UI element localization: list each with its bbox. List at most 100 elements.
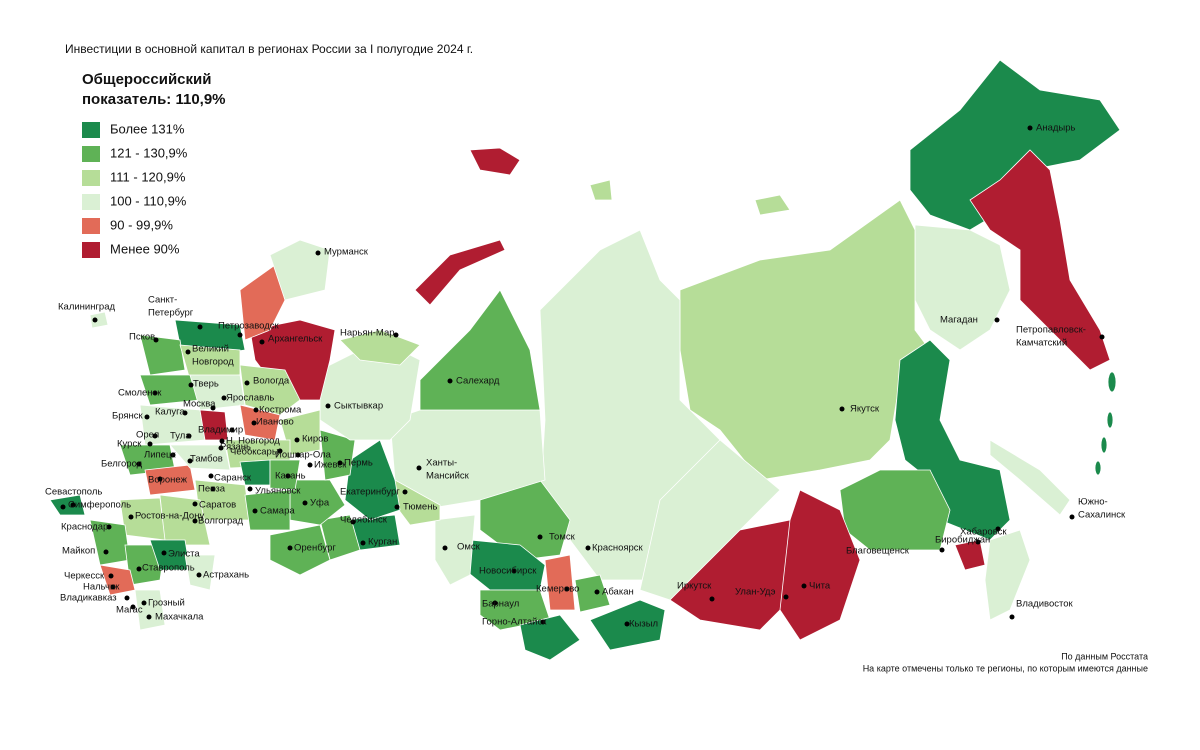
city-dot bbox=[537, 534, 543, 540]
map-title: Инвестиции в основной капитал в регионах… bbox=[65, 42, 473, 56]
regions bbox=[49, 59, 1121, 661]
city-dot bbox=[594, 589, 600, 595]
city-dot bbox=[103, 549, 109, 555]
legend-swatch bbox=[82, 218, 100, 234]
city-label: Ростов-на-Дону bbox=[135, 511, 204, 522]
cities: Анадырь Мурманск Калининград Санкт- Петербур… bbox=[45, 123, 1126, 630]
city-dot bbox=[92, 317, 98, 323]
region bbox=[139, 334, 186, 376]
region bbox=[754, 194, 791, 216]
city-label: Якутск bbox=[850, 404, 880, 415]
city-dot bbox=[185, 349, 191, 355]
city-label: Благовещенск bbox=[846, 546, 910, 557]
city-dot bbox=[416, 465, 422, 471]
city-label: Рязань bbox=[220, 442, 251, 453]
city-label: Калининград bbox=[58, 302, 115, 313]
city-label: Смоленск bbox=[118, 388, 162, 399]
city-label: Омск bbox=[457, 542, 481, 553]
region bbox=[239, 264, 286, 341]
city-dot bbox=[152, 390, 158, 396]
city-dot bbox=[307, 462, 313, 468]
region bbox=[189, 374, 246, 411]
region bbox=[1100, 436, 1108, 454]
region bbox=[914, 224, 1011, 351]
city-dot bbox=[124, 595, 130, 601]
region bbox=[244, 489, 291, 531]
city-dot bbox=[1069, 514, 1075, 520]
city-dot bbox=[192, 501, 198, 507]
city-dot bbox=[360, 540, 366, 546]
city-dot bbox=[540, 619, 546, 625]
city-dot bbox=[244, 380, 250, 386]
footnote: По данным Росстата bbox=[1061, 651, 1148, 661]
city-label: Магадан bbox=[940, 315, 978, 326]
city-label: Иваново bbox=[256, 417, 294, 428]
city-label: Брянск bbox=[112, 411, 144, 422]
city-label: Краснодар bbox=[61, 522, 108, 533]
city-dot bbox=[106, 524, 112, 530]
city-dot bbox=[259, 339, 265, 345]
summary: показатель: 110,9% bbox=[82, 91, 226, 108]
city-label: Псков bbox=[129, 332, 155, 343]
city-label: Салехард bbox=[456, 376, 500, 387]
region bbox=[969, 149, 1111, 371]
city-dot bbox=[188, 382, 194, 388]
region bbox=[469, 147, 521, 176]
city-dot bbox=[130, 604, 136, 610]
city-label: Ставрополь bbox=[142, 563, 195, 574]
region bbox=[679, 199, 931, 481]
region bbox=[269, 239, 331, 301]
city-dot bbox=[975, 539, 981, 545]
city-label: Мансийск bbox=[426, 471, 470, 482]
region bbox=[1094, 460, 1102, 476]
region bbox=[839, 469, 951, 551]
city-label: Сахалинск bbox=[1078, 510, 1126, 521]
city-dot bbox=[994, 317, 1000, 323]
legend-label: Менее 90% bbox=[110, 241, 180, 256]
legend-swatch bbox=[82, 146, 100, 162]
city-label: Екатеринбург bbox=[340, 487, 400, 498]
city-dot bbox=[182, 410, 188, 416]
city-label: Липецк bbox=[144, 450, 176, 461]
city-label: Томск bbox=[549, 532, 576, 543]
city-dot bbox=[287, 545, 293, 551]
city-label: Ханты- bbox=[426, 458, 457, 469]
city-label: Тамбов bbox=[190, 454, 223, 465]
city-dot bbox=[801, 583, 807, 589]
city-label: Астрахань bbox=[203, 570, 249, 581]
city-dot bbox=[585, 545, 591, 551]
city-dot bbox=[302, 500, 308, 506]
city-dot bbox=[229, 427, 235, 433]
region bbox=[89, 311, 109, 329]
region bbox=[984, 529, 1031, 621]
city-label: Тула bbox=[170, 431, 191, 442]
city-dot bbox=[285, 473, 291, 479]
footnote: На карте отмечены только те регионы, по … bbox=[863, 663, 1148, 673]
city-label: Абакан bbox=[602, 587, 634, 598]
region bbox=[269, 459, 301, 491]
city-label: Белгород bbox=[101, 459, 143, 470]
city-label: Барнаул bbox=[482, 599, 519, 610]
region bbox=[544, 554, 576, 611]
city-dot bbox=[237, 332, 243, 338]
city-label: Самара bbox=[260, 506, 295, 517]
city-label: Элиста bbox=[168, 549, 200, 560]
region bbox=[49, 494, 86, 516]
city-dot bbox=[210, 405, 216, 411]
city-label: Саранск bbox=[214, 473, 252, 484]
legend-swatch bbox=[82, 242, 100, 258]
city-dot bbox=[1099, 334, 1105, 340]
city-label: Нарьян-Мар bbox=[340, 328, 395, 339]
city-label: Ярославль bbox=[226, 393, 274, 404]
city-label: Биробиджан bbox=[935, 535, 990, 546]
region bbox=[1107, 371, 1117, 393]
city-label: Черкесск bbox=[64, 571, 105, 582]
city-label: Орел bbox=[136, 430, 159, 441]
city-dot bbox=[197, 324, 203, 330]
city-dot bbox=[219, 438, 225, 444]
city-dot bbox=[152, 433, 158, 439]
city-dot bbox=[564, 586, 570, 592]
city-label: Грозный bbox=[148, 598, 185, 609]
region bbox=[144, 464, 196, 496]
city-dot bbox=[144, 414, 150, 420]
